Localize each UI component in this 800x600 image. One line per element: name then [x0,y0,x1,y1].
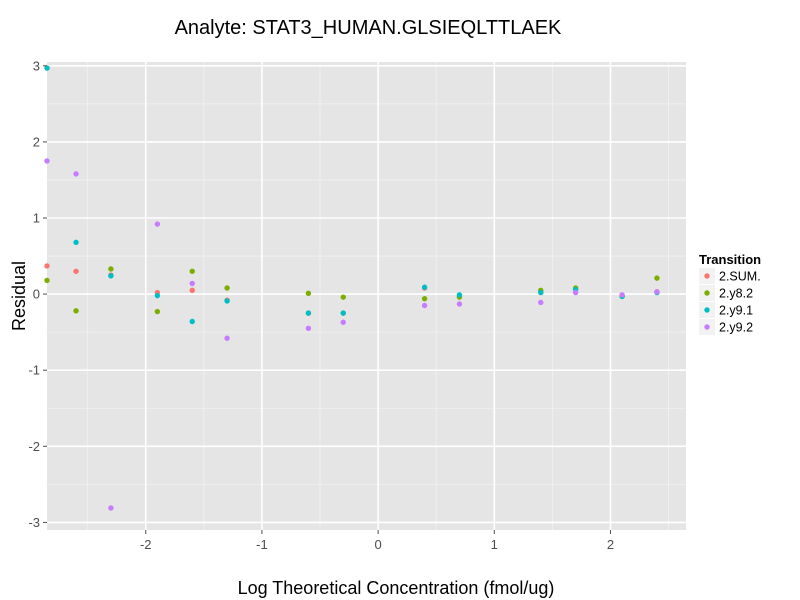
legend-title: Transition [699,252,761,267]
x-tick-label: -1 [256,537,268,552]
y-tick-label: 3 [33,58,40,73]
data-point [538,289,544,296]
data-point [189,268,195,274]
y-tick-label: -2 [28,439,40,454]
data-points [44,65,660,511]
data-point [305,290,312,297]
data-point [538,299,544,306]
y-tick-label: 2 [33,134,40,149]
data-point [224,335,230,341]
y-tick-label: -3 [28,515,40,530]
x-tick-label: -2 [140,537,152,552]
y-tick-label: 1 [33,211,40,226]
data-point [108,266,114,272]
data-point [654,275,660,281]
data-point [305,325,312,332]
y-tick-label: -1 [28,363,40,378]
legend-swatch [704,307,710,313]
legend-swatch [704,324,710,330]
data-point [421,284,428,290]
data-point [44,277,50,284]
data-point [340,310,346,316]
x-tick-label: 0 [375,537,382,552]
data-point [189,318,195,325]
legend-swatch [704,290,710,296]
data-point [154,308,161,315]
data-point [456,292,463,298]
data-point [73,268,79,274]
x-tick-label: 1 [491,537,498,552]
y-tick-label: 0 [33,287,40,302]
data-point [305,310,312,316]
legend-label: 2.SUM. [719,270,761,284]
x-axis: -2 -1 0 1 2 [140,530,614,552]
data-point [73,171,79,177]
data-point [154,292,161,299]
major-gridlines [47,62,686,530]
legend-label: 2.y8.2 [719,287,753,301]
x-axis-title: Log Theoretical Concentration (fmol/ug) [238,578,555,598]
data-point [456,301,463,307]
data-point [340,294,346,300]
data-point [108,273,114,279]
data-point [224,285,230,291]
data-point [421,295,428,302]
y-axis: 3 2 1 0 -1 -2 -3 [28,58,47,530]
minor-gridlines [47,62,686,530]
legend-swatch [704,273,710,279]
data-point [619,292,625,298]
plot-panel [47,62,686,530]
legend-items: 2.SUM. 2.y8.2 2.y9.1 2.y9.2 [699,268,761,335]
data-point [73,239,79,246]
data-point [44,65,50,71]
data-point [154,221,161,227]
data-point [44,263,50,269]
data-point [572,289,579,296]
data-point [44,158,50,164]
data-point [189,280,195,287]
data-point [189,287,195,293]
chart-title: Analyte: STAT3_HUMAN.GLSIEQLTTLAEK [175,17,562,39]
data-point [108,505,114,511]
data-point [421,302,428,309]
data-point [340,319,346,325]
legend: Transition 2.SUM. 2.y8.2 2.y9.1 2.y9.2 [699,252,761,335]
y-axis-title: Residual [9,261,29,331]
legend-label: 2.y9.1 [719,304,753,318]
x-tick-label: 2 [607,537,614,552]
data-point [654,289,660,295]
legend-label: 2.y9.2 [719,321,753,335]
data-point [224,298,230,304]
data-point [73,308,79,314]
